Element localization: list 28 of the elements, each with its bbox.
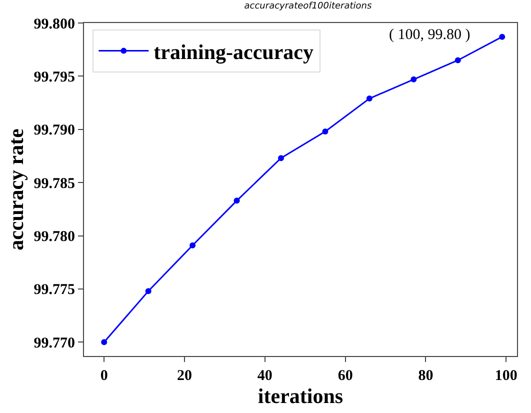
point [278,155,284,162]
y-tick-label: 99.780 [34,229,75,246]
point [499,34,506,40]
x-tick-label: 60 [338,368,353,384]
point [366,96,372,102]
point [322,128,328,135]
x-tick-label: 20 [177,368,192,384]
y-tick-label: 99.770 [34,335,75,352]
y-tick-label: 99.775 [34,282,75,298]
x-axis-title: iterations [258,384,344,408]
point [234,198,240,204]
point [190,242,196,248]
y-tick-label: 99.785 [34,176,75,192]
y-tick-label: 99.795 [34,69,75,86]
legend-label: training-accuracy [154,40,314,64]
x-tick-label: 0 [100,368,108,384]
point [454,57,461,64]
y-axis-title: accuracy rate [4,128,28,250]
point [101,339,108,346]
point [410,76,417,82]
x-tick-label: 100 [494,368,518,384]
annotation: ( 100, 99.80 ) [389,27,470,43]
x-tick-label: 80 [418,368,434,384]
chart-title: accuracyrateof100iterations [244,1,372,12]
y-tick-label: 99.790 [34,122,75,139]
point [145,288,152,294]
y-tick-label: 99.800 [34,16,75,32]
x-tick-label: 40 [257,368,272,384]
